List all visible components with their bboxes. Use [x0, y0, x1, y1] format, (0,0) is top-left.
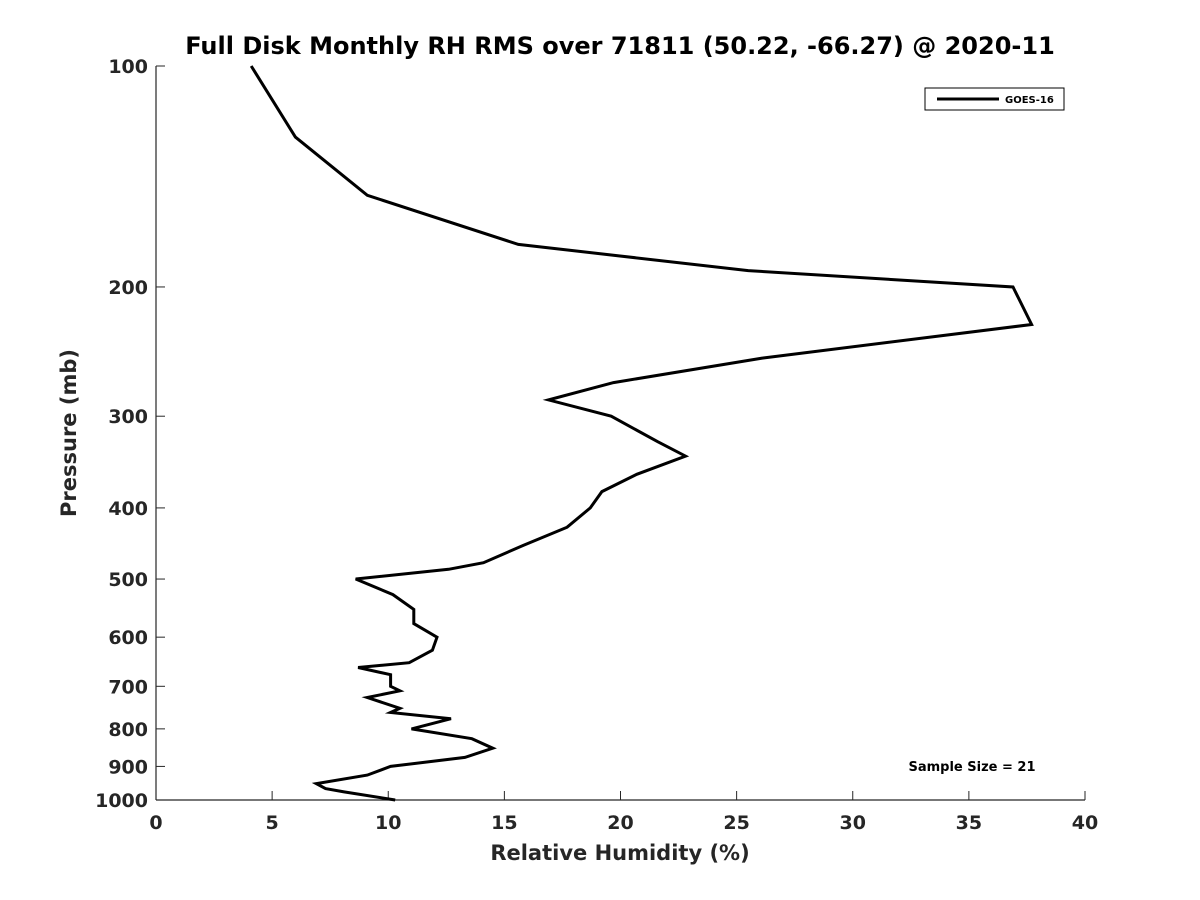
y-tick-label: 500 [108, 569, 148, 591]
series-line-goes-16 [249, 65, 1034, 802]
plot-area: 0 5 10 15 20 25 30 35 40 100 200 300 400 500 600 700 800… [95, 56, 1098, 834]
x-tick-label: 40 [1072, 812, 1098, 834]
legend: GOES-16 [924, 87, 1065, 111]
x-tick-label: 5 [266, 812, 279, 834]
y-tick-label: 100 [108, 56, 148, 78]
y-tick-label: 200 [108, 277, 148, 299]
chart-title: Full Disk Monthly RH RMS over 71811 (50.… [185, 32, 1055, 60]
y-tick-label: 800 [108, 719, 148, 741]
y-tick-label: 700 [108, 676, 148, 698]
x-tick-label: 35 [956, 812, 982, 834]
x-axis-label: Relative Humidity (%) [490, 841, 749, 865]
x-tick-label: 15 [491, 812, 517, 834]
y-tick-label: 900 [108, 756, 148, 778]
y-tick-label: 400 [108, 498, 148, 520]
x-tick-label: 10 [375, 812, 401, 834]
y-tick-label: 300 [108, 406, 148, 428]
legend-label: GOES-16 [1005, 95, 1054, 106]
x-tick-label: 0 [149, 812, 162, 834]
y-axis-label: Pressure (mb) [57, 349, 81, 517]
y-tick-label: 1000 [95, 790, 148, 812]
sample-size-annotation: Sample Size = 21 [908, 760, 1035, 775]
y-tick-label: 600 [108, 627, 148, 649]
x-tick-label: 25 [723, 812, 749, 834]
x-tick-label: 30 [840, 812, 866, 834]
x-tick-label: 20 [607, 812, 633, 834]
